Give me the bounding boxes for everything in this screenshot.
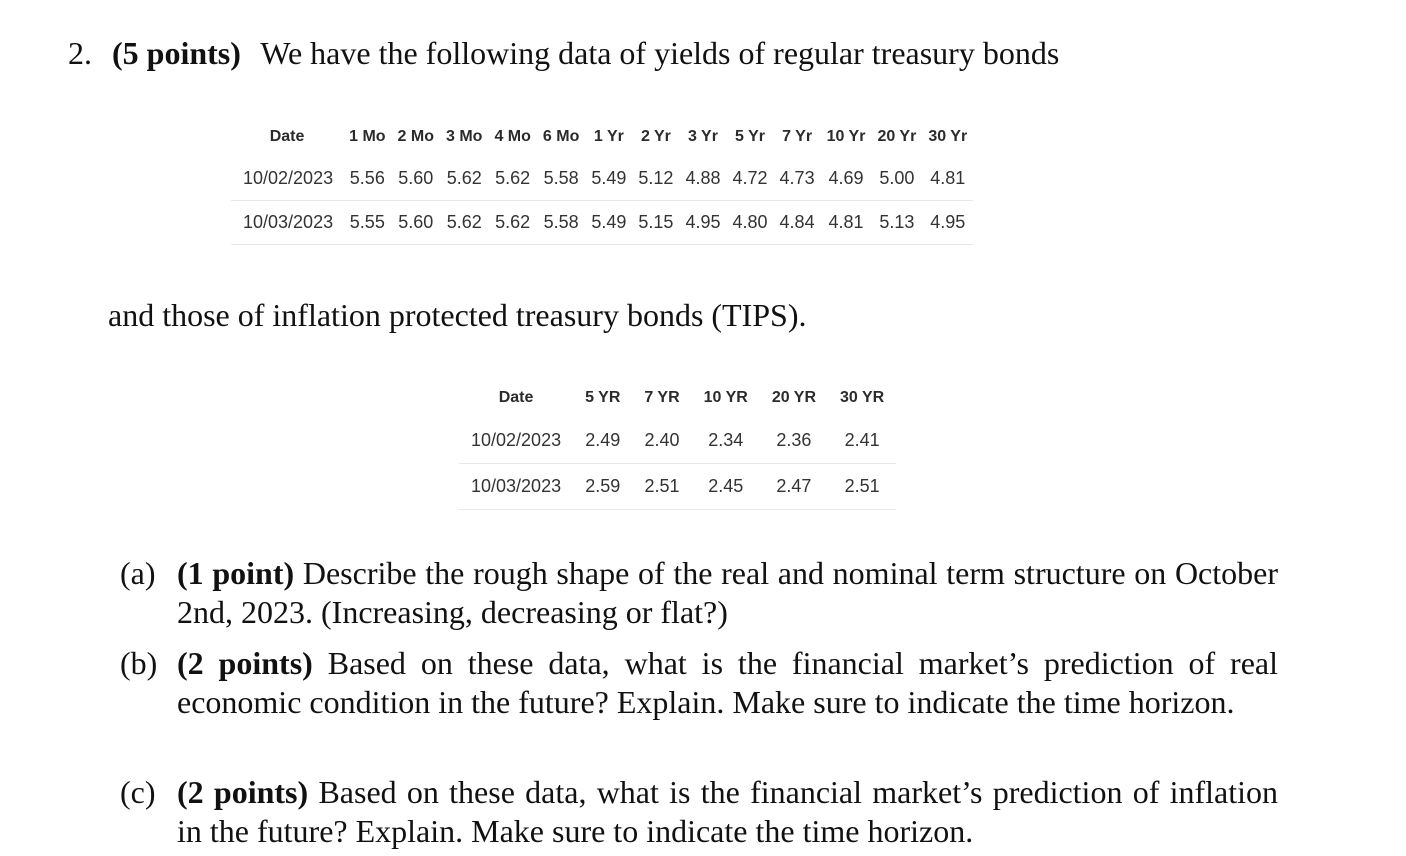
yield-cell: 4.72: [726, 157, 774, 201]
yield-cell: 4.81: [922, 157, 974, 201]
yield-cell: 5.58: [536, 157, 586, 201]
yield-cell: 5.49: [585, 157, 633, 201]
header-cell: 2 Mo: [397, 128, 434, 145]
date-cell: 10/02/2023: [459, 418, 574, 464]
yield-cell: 2.40: [632, 418, 692, 464]
yield-cell: 4.80: [726, 200, 774, 245]
subquestion-text: Describe the rough shape of the real and…: [177, 555, 1279, 630]
yield-cell: 5.58: [536, 200, 586, 245]
subquestion-label: (b): [120, 645, 158, 681]
yield-cell: 5.00: [871, 157, 923, 201]
yield-cell: 4.81: [820, 200, 872, 245]
question-header: 2. (5 points) We have the following data…: [68, 32, 1368, 74]
table-header-row: Date 5 YR 7 YR 10 YR 20 YR 30 YR: [459, 378, 896, 418]
header-cell: 7 Yr: [782, 128, 813, 145]
header-cell: 30 Yr: [928, 128, 968, 145]
subquestion-points: (2 points): [177, 645, 313, 681]
yield-cell: 4.88: [679, 157, 727, 201]
date-cell: 10/03/2023: [231, 200, 344, 245]
header-cell: 20 Yr: [877, 128, 917, 145]
header-cell: 6 Mo: [542, 128, 580, 145]
subquestion-b: (b) (2 points) Based on these data, what…: [120, 644, 1278, 722]
subquestion-label: (a): [120, 555, 156, 591]
yield-cell: 2.51: [828, 463, 897, 510]
yield-cell: 5.13: [871, 200, 923, 245]
question-intro: We have the following data of yields of …: [260, 35, 1060, 71]
yield-cell: 2.36: [759, 418, 829, 464]
yield-cell: 5.62: [488, 200, 537, 245]
date-cell: 10/02/2023: [231, 157, 344, 201]
yield-cell: 2.41: [828, 418, 897, 464]
header-cell: 5 Yr: [735, 128, 765, 145]
subquestion-body: (1 point) Describe the rough shape of th…: [177, 554, 1278, 632]
yield-cell: 4.84: [773, 200, 821, 245]
date-cell: 10/03/2023: [459, 463, 574, 510]
subquestion-body: (2 points) Based on these data, what is …: [177, 773, 1278, 851]
tips-intro-text: and those of inflation protected treasur…: [108, 297, 807, 333]
header-cell: Date: [269, 128, 305, 145]
yield-cell: 2.51: [632, 463, 692, 510]
header-cell: 2 Yr: [640, 128, 671, 145]
table-row: 10/03/2023 5.55 5.60 5.62 5.62 5.58 5.49…: [231, 200, 974, 245]
yield-cell: 2.34: [691, 418, 760, 464]
table-row: 10/03/2023 2.59 2.51 2.45 2.47 2.51: [459, 463, 897, 510]
tips-yield-table: Date 5 YR 7 YR 10 YR 20 YR 30 YR 10/02/2…: [459, 378, 897, 510]
yield-cell: 4.95: [922, 200, 974, 245]
yield-cell: 5.60: [391, 200, 440, 245]
yield-cell: 5.62: [488, 157, 537, 201]
yield-cell: 5.15: [632, 200, 680, 245]
header-cell: 1 Mo: [349, 128, 386, 145]
subquestion-c: (c) (2 points) Based on these data, what…: [120, 773, 1278, 851]
subquestion-points: (2 points): [177, 774, 309, 810]
subquestion-a: (a) (1 point) Describe the rough shape o…: [120, 554, 1278, 632]
yield-cell: 4.95: [679, 200, 727, 245]
yield-cell: 5.56: [343, 157, 392, 201]
subquestion-text: Based on these data, what is the financi…: [177, 774, 1279, 849]
yield-cell: 5.12: [632, 157, 680, 201]
yield-cell: 2.49: [573, 418, 633, 464]
table-header-row: Date 1 Mo 2 Mo 3 Mo 4 Mo 6 Mo 1 Yr 2 Yr …: [231, 117, 973, 157]
subquestion-text: Based on these data, what is the financi…: [177, 645, 1279, 720]
header-cell: 4 Mo: [494, 128, 531, 145]
yield-cell: 4.73: [773, 157, 821, 201]
yield-cell: 5.62: [440, 157, 489, 201]
subquestion-body: (2 points) Based on these data, what is …: [177, 644, 1278, 722]
header-cell: 1 Yr: [593, 128, 624, 145]
nominal-yield-table: Date 1 Mo 2 Mo 3 Mo 4 Mo 6 Mo 1 Yr 2 Yr …: [231, 117, 974, 245]
header-cell: 30 YR: [840, 389, 885, 406]
yield-cell: 5.49: [585, 200, 633, 245]
yield-cell: 4.69: [820, 157, 872, 201]
table-row: 10/02/2023 5.56 5.60 5.62 5.62 5.58 5.49…: [231, 157, 974, 201]
header-cell: 7 YR: [644, 389, 680, 406]
header-cell: Date: [498, 389, 534, 406]
header-cell: 3 Yr: [688, 128, 718, 145]
header-cell: 3 Mo: [446, 128, 483, 145]
question-number: 2.: [68, 35, 92, 71]
yield-cell: 2.47: [759, 463, 829, 510]
header-cell: 5 YR: [585, 389, 621, 406]
yield-cell: 2.59: [573, 463, 633, 510]
yield-cell: 5.62: [440, 200, 489, 245]
header-cell: 20 YR: [771, 389, 817, 406]
subquestion-label: (c): [120, 774, 156, 810]
yield-cell: 5.60: [391, 157, 440, 201]
subquestion-points: (1 point): [177, 555, 295, 591]
question-points: (5 points): [112, 35, 241, 71]
yield-cell: 5.55: [343, 200, 392, 245]
header-cell: 10 YR: [703, 389, 748, 406]
header-cell: 10 Yr: [826, 128, 866, 145]
table-row: 10/02/2023 2.49 2.40 2.34 2.36 2.41: [459, 418, 897, 464]
yield-cell: 2.45: [691, 463, 760, 510]
